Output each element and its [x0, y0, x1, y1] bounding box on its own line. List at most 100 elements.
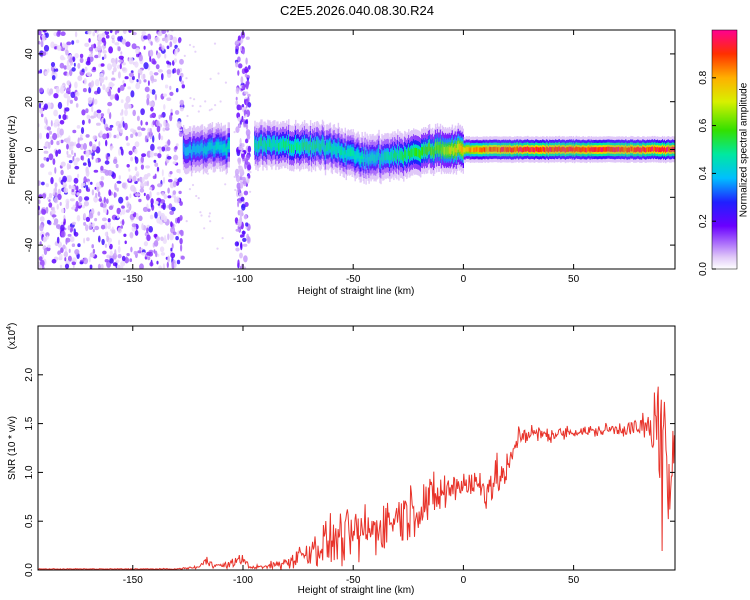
- ridge-cell: [604, 147, 606, 153]
- noise-cell: [141, 177, 145, 183]
- ridge-cell: [183, 146, 186, 155]
- ridge-cell: [261, 137, 263, 147]
- noise-cell: [239, 138, 242, 146]
- noise-cell: [38, 209, 42, 215]
- noise-cell: [146, 98, 150, 106]
- ridge-cell: [412, 148, 414, 158]
- ridge-cell: [228, 140, 230, 150]
- noise-cell: [72, 56, 76, 62]
- noise-cell: [130, 128, 135, 132]
- noise-cell: [111, 38, 115, 44]
- noise-cell: [176, 47, 179, 54]
- noise-cell: [76, 214, 81, 222]
- noise-cell: [146, 234, 151, 242]
- noise-cell: [62, 175, 67, 183]
- ridge-cell: [435, 145, 438, 154]
- noise-cell: [237, 219, 242, 227]
- ridge-cell: [445, 147, 448, 156]
- snr-y-axis: 0.0 0.5 1.0 1.5 2.0: [24, 367, 675, 577]
- noise-cell: [183, 54, 186, 58]
- noise-cell: [83, 237, 86, 244]
- ridge-cell: [256, 140, 258, 149]
- noise-cell: [139, 188, 145, 193]
- noise-cell: [105, 139, 108, 147]
- noise-cell: [245, 138, 249, 144]
- ridge-cell: [397, 147, 399, 156]
- noise-cell: [103, 39, 107, 47]
- ridge-cell: [423, 147, 426, 156]
- noise-cell: [136, 115, 140, 122]
- noise-cell: [75, 200, 79, 208]
- noise-cell: [42, 236, 47, 243]
- noise-cell: [124, 76, 129, 80]
- ridge-cell: [291, 144, 293, 153]
- noise-cell: [86, 71, 92, 77]
- ridge-cell: [592, 147, 594, 152]
- noise-cell: [234, 188, 237, 192]
- ridge-cell: [477, 147, 479, 153]
- noise-cell: [65, 238, 68, 245]
- noise-cell: [179, 75, 182, 82]
- noise-cell: [146, 93, 150, 100]
- noise-cell: [43, 150, 49, 154]
- noise-cell: [249, 190, 252, 193]
- noise-cell: [161, 169, 164, 177]
- noise-cell: [149, 150, 154, 158]
- noise-cell: [224, 81, 227, 84]
- ridge-cell: [334, 145, 337, 155]
- ridge-cell: [224, 143, 226, 152]
- noise-cell: [240, 143, 245, 148]
- noise-cell: [93, 111, 97, 118]
- ridge-cell: [662, 146, 664, 152]
- noise-cell: [108, 46, 113, 54]
- ridge-cell: [372, 152, 374, 161]
- noise-cell: [111, 77, 116, 81]
- spectrogram-x-label: Height of straight line (km): [298, 286, 415, 297]
- noise-cell: [57, 193, 62, 200]
- noise-cell: [233, 175, 236, 178]
- noise-cell: [146, 227, 149, 234]
- ridge-cell: [226, 146, 228, 155]
- ridge-cell: [620, 147, 622, 153]
- noise-cell: [38, 180, 41, 186]
- noise-cell: [53, 122, 58, 128]
- noise-cell: [152, 120, 155, 126]
- noise-cell: [48, 153, 54, 161]
- noise-cell: [59, 120, 65, 125]
- ridge-cell: [225, 147, 227, 157]
- ridge-cell: [365, 157, 367, 167]
- noise-cell: [88, 255, 91, 263]
- ridge-cell: [350, 147, 352, 156]
- noise-cell: [64, 43, 68, 49]
- noise-cell: [162, 176, 166, 184]
- noise-cell: [123, 233, 127, 237]
- ridge-cell: [268, 138, 270, 148]
- noise-cell: [113, 191, 116, 198]
- noise-cell: [133, 250, 138, 255]
- noise-cell: [234, 241, 240, 247]
- noise-cell: [156, 125, 161, 133]
- noise-cell: [48, 192, 53, 199]
- noise-cell: [246, 236, 251, 244]
- ridge-cell: [571, 147, 574, 153]
- noise-cell: [154, 36, 160, 43]
- ridge-cell: [483, 146, 485, 152]
- ridge-cell: [558, 146, 561, 152]
- noise-cell: [150, 106, 154, 112]
- noise-cell: [87, 181, 90, 186]
- noise-cell: [159, 43, 162, 48]
- noise-cell: [118, 123, 122, 129]
- ridge-cell: [418, 148, 420, 158]
- noise-cell: [166, 146, 171, 152]
- noise-cell: [131, 43, 137, 50]
- noise-cell: [59, 264, 63, 268]
- ridge-cell: [271, 142, 273, 152]
- noise-cell: [240, 241, 243, 249]
- ridge-cell: [552, 147, 555, 152]
- ridge-cell: [438, 145, 441, 154]
- ridge-cell: [654, 146, 656, 152]
- noise-cell: [79, 57, 84, 63]
- ridge-cell: [198, 145, 201, 155]
- noise-cell: [116, 207, 121, 215]
- ridge-cell: [335, 146, 338, 155]
